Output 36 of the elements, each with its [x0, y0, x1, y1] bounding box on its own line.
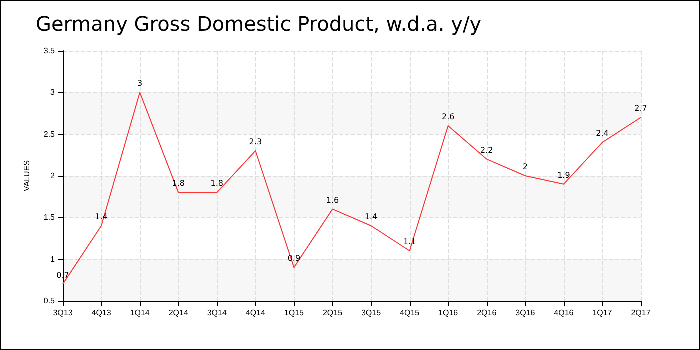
x-tick-label: 1Q17 — [592, 308, 613, 318]
data-label: 3 — [138, 79, 143, 88]
y-tick-label: 1.5 — [44, 213, 56, 222]
y-tick-label: 3 — [50, 88, 56, 98]
y-tick-label: 0.5 — [44, 296, 56, 306]
x-tick-label: 2Q16 — [477, 308, 498, 318]
y-tick-label: 1 — [50, 254, 56, 264]
x-tick-label: 3Q16 — [516, 308, 536, 318]
x-tick-label: 2Q17 — [631, 308, 652, 318]
x-tick-label: 1Q14 — [130, 308, 150, 318]
y-axis-title: VALUES — [22, 160, 32, 192]
x-tick-label: 1Q16 — [438, 308, 459, 318]
data-label: 1.6 — [326, 196, 340, 205]
data-label: 2.3 — [249, 138, 262, 146]
data-label: 2.2 — [480, 146, 494, 155]
data-label: 1.8 — [210, 179, 224, 188]
data-label: 1.9 — [558, 170, 570, 180]
x-tick-label: 4Q14 — [246, 308, 266, 318]
data-label: 2 — [522, 162, 528, 172]
y-tick-label: 2.5 — [44, 130, 56, 139]
y-tick-label: 3.5 — [44, 46, 56, 56]
x-tick-label: 3Q15 — [361, 308, 382, 318]
x-tick-label: 2Q15 — [322, 308, 344, 318]
data-label: 2.4 — [596, 129, 609, 138]
data-label: 2.6 — [442, 112, 455, 122]
data-label: 1.4 — [364, 212, 378, 222]
chart-title: Germany Gross Domestic Product, w.d.a. y/y — [36, 12, 482, 36]
x-tick-label: 4Q13 — [92, 308, 112, 318]
x-tick-label: 4Q16 — [554, 308, 574, 318]
x-tick-label: 4Q15 — [400, 308, 420, 318]
x-tick-label: 2Q14 — [168, 308, 189, 318]
data-label: 2.7 — [634, 104, 648, 114]
x-tick-label: 1Q15 — [284, 308, 305, 318]
x-tick-label: 3Q13 — [53, 308, 74, 318]
x-tick-label: 3Q14 — [207, 308, 228, 318]
y-tick-label: 2 — [50, 172, 56, 180]
